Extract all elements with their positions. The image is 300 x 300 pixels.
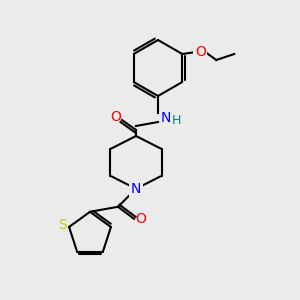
Text: N: N [161,111,171,125]
Text: S: S [58,218,67,232]
Text: O: O [111,110,122,124]
Text: N: N [131,182,141,196]
Text: O: O [195,45,206,59]
Text: H: H [172,113,182,127]
Text: O: O [136,212,146,226]
